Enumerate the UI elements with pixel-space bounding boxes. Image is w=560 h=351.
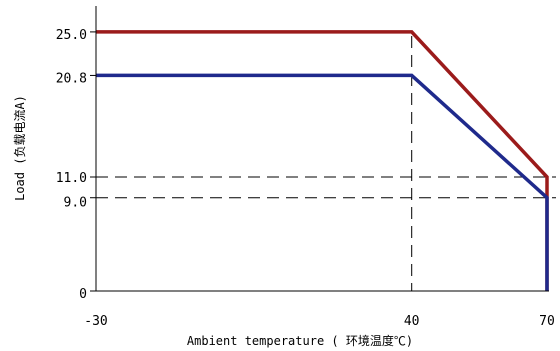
y-tick-label: 9.0 (64, 196, 87, 211)
x-tick-label: 70 (539, 314, 555, 329)
y-axis-label: Load (负载电流A) (13, 95, 27, 201)
x-tick-label: 40 (404, 314, 420, 329)
y-tick-label: 11.0 (56, 171, 87, 186)
y-tick-label: 0 (79, 287, 87, 302)
series-line-1 (96, 30, 549, 291)
y-tick-label: 25.0 (56, 28, 87, 43)
reference-lines (96, 36, 556, 291)
y-tick-label: 20.8 (56, 71, 87, 86)
x-tick-label: -30 (84, 314, 107, 329)
series-layer (96, 30, 549, 291)
axes (95, 6, 549, 292)
tick-labels: 0 9.0 11.0 20.8 25.0 -30 40 70 (56, 28, 555, 329)
series-line-2 (96, 73, 549, 291)
x-axis-label: Ambient temperature ( 环境温度℃) (187, 333, 413, 348)
